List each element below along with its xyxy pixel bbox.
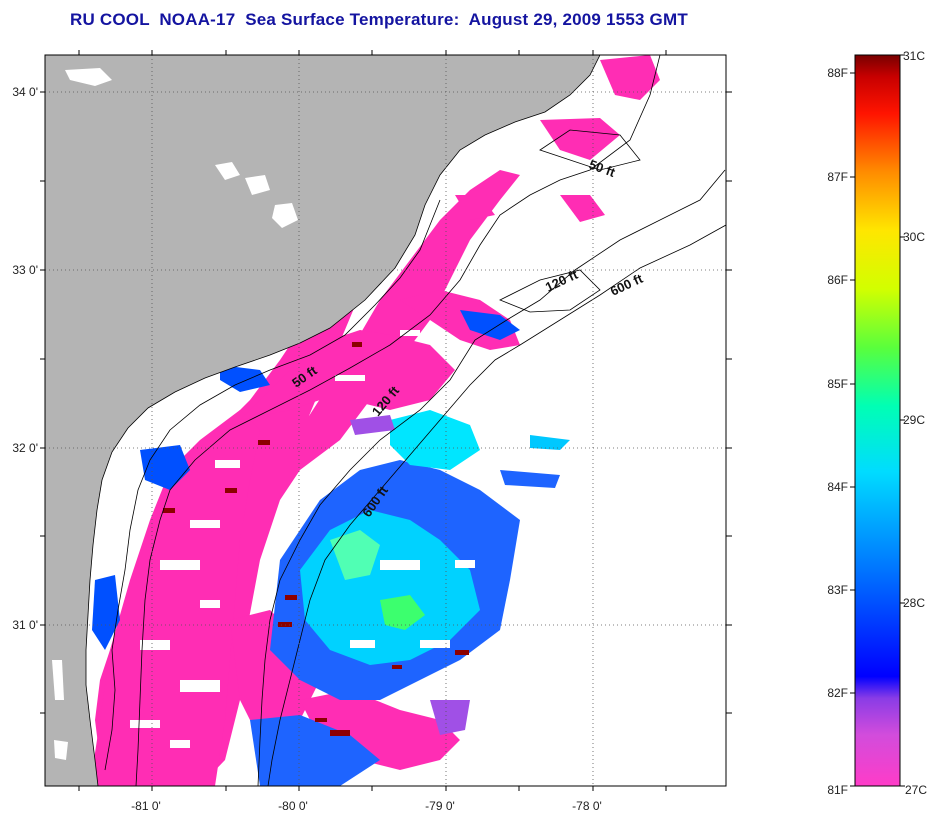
lat-label-32: 32 0' — [12, 441, 38, 455]
colorbar-f-label-87: 87F — [827, 170, 848, 184]
map-title: RU COOL NOAA-17 Sea Surface Temperature:… — [70, 10, 688, 29]
colorbar-f-label-85: 85F — [827, 377, 848, 391]
colorbar-c-label-31: 31C — [903, 49, 925, 63]
graticule — [45, 55, 726, 786]
lat-label-33: 33 0' — [12, 263, 38, 277]
colorbar-f-label-82: 82F — [827, 686, 848, 700]
colorbar-f-label-81: 81F — [827, 783, 848, 797]
lon-label-78: -78 0' — [572, 799, 602, 813]
colorbar-c-label-30: 30C — [903, 230, 925, 244]
colorbar: 88F 87F 86F 85F 84F 83F 82F 81F 31C 30C … — [827, 49, 927, 797]
latitude-labels: 34 0' 33 0' 32 0' 31 0' — [12, 85, 38, 632]
colorbar-c-label-27: 27C — [905, 783, 927, 797]
colorbar-f-label-86: 86F — [827, 273, 848, 287]
colorbar-c-label-28: 28C — [903, 596, 925, 610]
lat-label-31: 31 0' — [12, 618, 38, 632]
sst-data-layer — [90, 55, 660, 786]
colorbar-f-label-84: 84F — [827, 480, 848, 494]
colorbar-ticks — [850, 54, 905, 787]
axis-ticks — [40, 50, 732, 791]
colorbar-gradient — [854, 54, 901, 787]
colorbar-c-label-29: 29C — [903, 413, 925, 427]
map-frame — [44, 54, 727, 787]
bathymetry-contours — [135, 55, 726, 786]
map-panel — [45, 55, 726, 786]
lat-label-34: 34 0' — [12, 85, 38, 99]
lon-label-81: -81 0' — [131, 799, 161, 813]
coastline — [85, 55, 601, 786]
colorbar-f-label-88: 88F — [827, 66, 848, 80]
lon-label-79: -79 0' — [425, 799, 455, 813]
offshore-islands — [52, 68, 298, 760]
lon-label-80: -80 0' — [278, 799, 308, 813]
colorbar-f-label-83: 83F — [827, 583, 848, 597]
land-area — [45, 55, 600, 786]
longitude-labels: -81 0' -80 0' -79 0' -78 0' — [131, 799, 602, 813]
